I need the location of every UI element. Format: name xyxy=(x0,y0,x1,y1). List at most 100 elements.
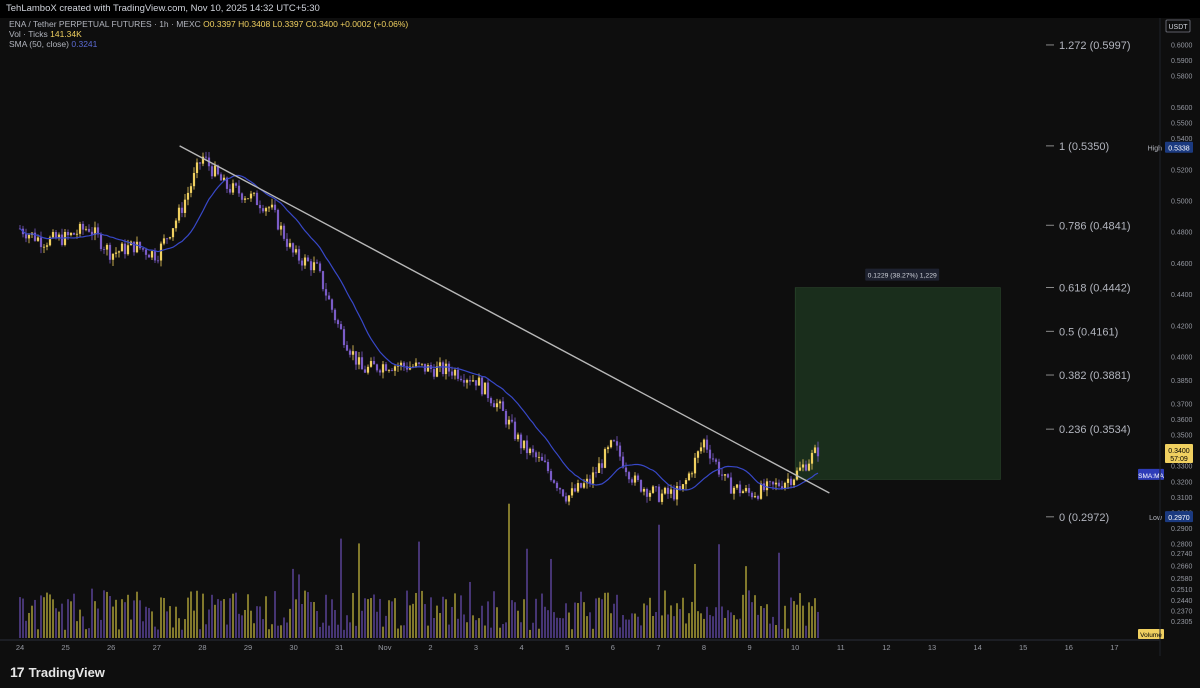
candle-body xyxy=(402,362,406,367)
price-chart[interactable]: 0.1229 (38.27%) 1,229 1.272 (0.5997) 1 (0.… xyxy=(0,18,1200,656)
projection-label: 0.1229 (38.27%) 1,229 xyxy=(868,273,937,280)
volume-bar xyxy=(283,617,285,638)
y-axis-tick: 0.3850 xyxy=(1171,378,1193,385)
legend-sma-label[interactable]: SMA (50, close) xyxy=(9,39,69,49)
candle-body xyxy=(267,207,271,209)
legend-vol-label[interactable]: Vol · Ticks xyxy=(9,29,48,39)
candle-body xyxy=(198,162,202,164)
candle-body xyxy=(234,183,238,186)
volume-bar xyxy=(580,591,582,638)
y-axis-tick: 0.3600 xyxy=(1171,417,1193,424)
y-axis-tick: 0.2305 xyxy=(1171,619,1193,626)
candle-body xyxy=(636,475,640,481)
y-axis-tick: 0.5400 xyxy=(1171,136,1193,143)
candle-body xyxy=(723,474,727,476)
candle-body xyxy=(705,439,709,450)
y-axis-tick: 0.2800 xyxy=(1171,542,1193,549)
candle-body xyxy=(114,252,118,254)
volume-bar xyxy=(358,543,360,638)
candle-body xyxy=(441,362,445,375)
candle-body xyxy=(279,225,283,230)
volume-bar xyxy=(58,611,60,638)
volume-bar xyxy=(577,603,579,638)
candle-body xyxy=(141,248,145,250)
candle-body xyxy=(714,459,718,462)
volume-bar xyxy=(613,603,615,638)
tradingview-logo[interactable]: 17 TradingView xyxy=(10,664,105,680)
y-axis-tick: 0.5500 xyxy=(1171,120,1193,127)
candle-body xyxy=(711,458,715,460)
volume-bar xyxy=(484,625,486,638)
y-axis-tick: 0.4800 xyxy=(1171,230,1193,237)
candle-body xyxy=(462,380,466,383)
legend-symbol[interactable]: ENA / Tether PERPETUAL FUTURES · 1h · ME… xyxy=(9,19,201,29)
candle-body xyxy=(294,249,298,253)
candle-body xyxy=(456,369,460,379)
y-axis-tick: 0.3100 xyxy=(1171,495,1193,502)
volume-bar xyxy=(655,612,657,638)
volume-bar xyxy=(709,614,711,638)
candle-body xyxy=(303,257,307,266)
candle-body xyxy=(399,362,403,366)
candle-body xyxy=(771,481,775,485)
candle-body xyxy=(351,351,355,355)
candle-body xyxy=(219,174,223,181)
volume-bar xyxy=(406,590,408,638)
x-axis-tick: 31 xyxy=(335,643,343,652)
candle-body xyxy=(426,365,430,372)
volume-bar xyxy=(418,541,420,638)
candle-body xyxy=(315,262,319,264)
candle-body xyxy=(786,478,790,483)
volume-bar xyxy=(574,602,576,638)
candle-body xyxy=(183,199,187,213)
volume-bar xyxy=(40,595,42,638)
candle-body xyxy=(738,484,742,494)
candle-body xyxy=(639,480,643,492)
fib-level-label: 1 (0.5350) xyxy=(1059,141,1109,153)
volume-bar xyxy=(301,604,303,638)
footer xyxy=(0,656,1200,688)
volume-bar xyxy=(760,606,762,638)
candle-body xyxy=(582,483,586,488)
volume-bar xyxy=(619,627,621,638)
volume-bar xyxy=(25,620,27,638)
candle-body xyxy=(255,192,259,206)
candle-body xyxy=(45,245,49,247)
volume-bar xyxy=(673,616,675,638)
volume-bar xyxy=(640,625,642,638)
candle-body xyxy=(345,345,349,351)
volume-bar xyxy=(163,597,165,638)
volume-bar xyxy=(355,625,357,638)
volume-bar xyxy=(715,607,717,638)
volume-bar xyxy=(106,591,108,638)
candle-body xyxy=(567,495,571,502)
candle-body xyxy=(369,361,373,367)
volume-bar xyxy=(421,590,423,638)
volume-bar xyxy=(157,629,159,638)
volume-bar xyxy=(511,600,513,638)
volume-bar xyxy=(181,629,183,638)
volume-bar xyxy=(376,611,378,638)
candle-body xyxy=(495,403,499,408)
currency-label: USDT xyxy=(1168,24,1188,31)
candle-body xyxy=(213,165,217,177)
x-axis-tick: 15 xyxy=(1019,643,1027,652)
volume-bar xyxy=(286,622,288,638)
fib-level-label: 0.5 (0.4161) xyxy=(1059,326,1118,338)
candle-body xyxy=(300,260,304,266)
volume-bar xyxy=(688,613,690,638)
x-axis-tick: 6 xyxy=(611,643,615,652)
volume-bar xyxy=(394,598,396,638)
volume-bar xyxy=(754,595,756,638)
candle-body xyxy=(327,295,331,300)
candle-body xyxy=(132,241,136,253)
volume-bar xyxy=(271,624,273,638)
volume-bar xyxy=(739,618,741,638)
candle-body xyxy=(789,478,793,485)
volume-bar xyxy=(313,602,315,638)
volume-bar xyxy=(784,605,786,638)
volume-bar xyxy=(46,592,48,638)
x-axis-tick: 26 xyxy=(107,643,115,652)
volume-bar xyxy=(772,616,774,638)
fib-level-label: 0.786 (0.4841) xyxy=(1059,220,1131,232)
